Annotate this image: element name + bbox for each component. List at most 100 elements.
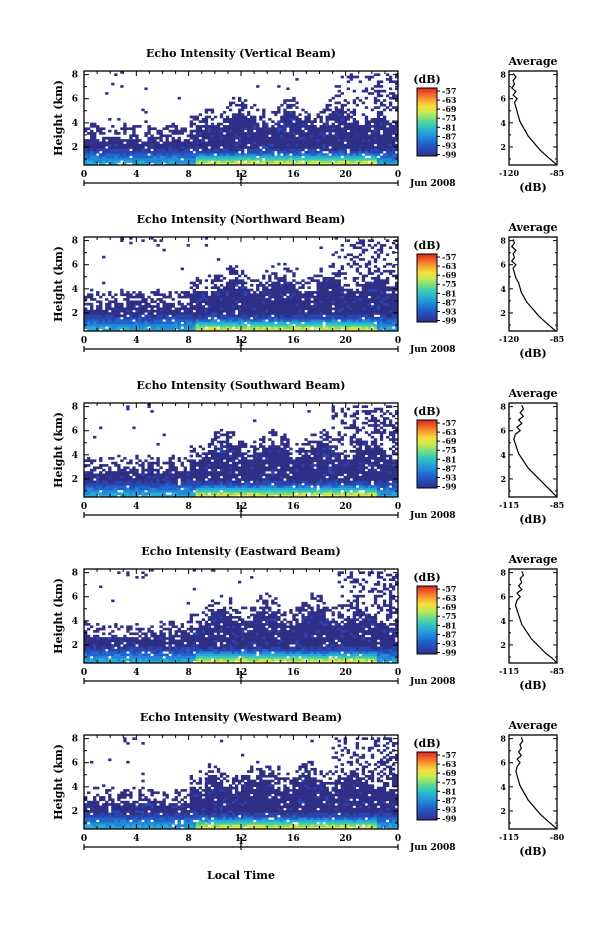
- heatmap-cell: [150, 464, 154, 467]
- heatmap-cell: [129, 461, 133, 465]
- heatmap-cell: [277, 85, 281, 88]
- heatmap-cell: [150, 312, 154, 315]
- heatmap-cell: [111, 487, 115, 491]
- heatmap-cell: [141, 305, 145, 308]
- heatmap-cell: [150, 139, 154, 142]
- heatmap-cell: [322, 319, 326, 322]
- heatmap-cell: [102, 480, 106, 484]
- heatmap-cell: [247, 305, 251, 308]
- heatmap-cell: [247, 314, 251, 318]
- heatmap-cell: [201, 141, 206, 145]
- heatmap-cell: [331, 288, 335, 292]
- heatmap-cell: [337, 127, 341, 131]
- heatmap-cell: [189, 464, 193, 467]
- heatmap-cell: [376, 148, 381, 152]
- heatmap-cell: [277, 307, 281, 311]
- heatmap-cell: [307, 291, 311, 294]
- heatmap-cell: [84, 139, 88, 142]
- heatmap-cell: [195, 328, 200, 332]
- heatmap-cell: [144, 150, 148, 154]
- heatmap-cell: [379, 272, 384, 275]
- heatmap-cell: [108, 302, 112, 306]
- heatmap-cell: [162, 300, 166, 304]
- heatmap-cell: [268, 312, 272, 315]
- heatmap-cell: [268, 307, 272, 311]
- heatmap-cell: [99, 129, 103, 133]
- heatmap-cell: [388, 321, 393, 325]
- heatmap-cell: [361, 305, 366, 308]
- heatmap-cell: [310, 122, 314, 126]
- heatmap-cell: [171, 302, 175, 306]
- heatmap-cell: [391, 328, 396, 332]
- heatmap-cell: [234, 478, 239, 481]
- heatmap-cell: [171, 321, 175, 325]
- heatmap-cell: [237, 136, 242, 140]
- heatmap-cell: [382, 157, 387, 161]
- heatmap-cell: [364, 87, 369, 91]
- heatmap-cell: [382, 300, 387, 304]
- heatmap-cell: [244, 120, 248, 123]
- heatmap-cell: [316, 279, 320, 282]
- heatmap-cell: [325, 125, 329, 128]
- heatmap-cell: [93, 132, 97, 135]
- heatmap-cell: [204, 309, 209, 313]
- heatmap-cell: [262, 286, 266, 289]
- heatmap-cell: [358, 141, 363, 145]
- heatmap-cell: [370, 323, 375, 327]
- heatmap-cell: [358, 312, 363, 315]
- heatmap-cell: [337, 120, 341, 123]
- heatmap-cell: [198, 113, 203, 116]
- heatmap-cell: [201, 146, 206, 149]
- heatmap-cell: [159, 307, 163, 311]
- heatmap-cell: [222, 464, 227, 467]
- heatmap-cell: [105, 475, 109, 479]
- heatmap-cell: [373, 328, 378, 332]
- heatmap-cell: [192, 143, 197, 147]
- heatmap-cell: [241, 127, 245, 131]
- x-tick-label: 4: [133, 170, 139, 180]
- heatmap-cell: [388, 269, 393, 273]
- heatmap-cell: [213, 454, 218, 458]
- heatmap-cell: [204, 319, 209, 322]
- heatmap-cell: [334, 326, 338, 329]
- heatmap-cell: [165, 475, 169, 479]
- heatmap-cell: [147, 132, 151, 135]
- heatmap-cell: [87, 316, 91, 320]
- heatmap-cell: [123, 321, 127, 325]
- heatmap-cell: [174, 307, 178, 311]
- heatmap-cell: [93, 473, 97, 477]
- heatmap-cell: [180, 473, 184, 477]
- heatmap-cell: [385, 146, 390, 149]
- heatmap-cell: [168, 471, 172, 474]
- heatmap-cell: [334, 321, 338, 325]
- heatmap-cell: [237, 326, 242, 329]
- heatmap-cell: [237, 279, 242, 282]
- heatmap-cell: [87, 143, 91, 147]
- heatmap-cell: [102, 148, 106, 152]
- heatmap-cell: [352, 110, 357, 114]
- heatmap-cell: [171, 309, 175, 313]
- heatmap-cell: [277, 293, 281, 297]
- heatmap-cell: [331, 295, 335, 299]
- heatmap-cell: [168, 319, 172, 322]
- heatmap-cell: [286, 162, 290, 166]
- heatmap-cell: [379, 150, 384, 154]
- heatmap-cell: [234, 281, 239, 285]
- heatmap-cell: [247, 146, 251, 149]
- heatmap-cell: [337, 293, 341, 297]
- heatmap-cell: [370, 132, 375, 135]
- heatmap-cell: [298, 314, 302, 318]
- heatmap-cell: [250, 125, 254, 128]
- heatmap-cell: [271, 321, 275, 325]
- heatmap-cell: [108, 466, 112, 470]
- heatmap-cell: [250, 162, 254, 166]
- heatmap-cell: [391, 286, 396, 289]
- heatmap-cell: [283, 291, 287, 294]
- heatmap-cell: [379, 288, 384, 292]
- heatmap-cell: [84, 314, 88, 318]
- heatmap-cell: [259, 326, 263, 329]
- heatmap-cell: [292, 305, 296, 308]
- heatmap-cell: [385, 279, 390, 282]
- heatmap-cell: [165, 314, 169, 318]
- heatmap-cell: [298, 122, 302, 126]
